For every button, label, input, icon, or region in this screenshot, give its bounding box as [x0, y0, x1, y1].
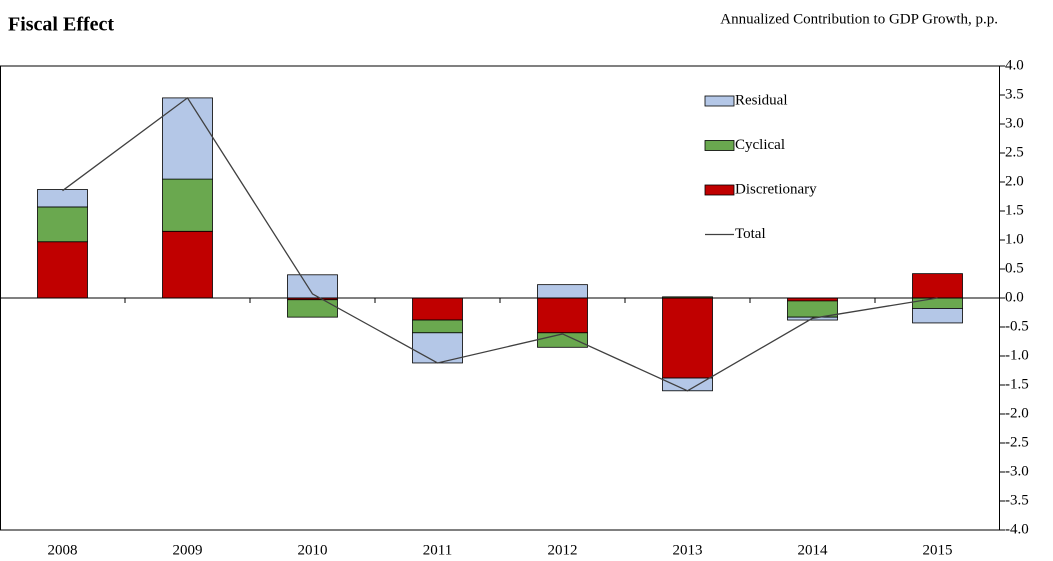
x-tick-label: 2011 [423, 542, 452, 558]
y-tick-label: 2.0 [1005, 173, 1024, 189]
bar-segment [37, 206, 88, 243]
y-tick-label: 0.0 [1005, 289, 1024, 305]
bar-segment [662, 297, 713, 379]
bar-segment [162, 230, 213, 299]
x-tick-label: 2013 [673, 542, 703, 558]
y-tick-label: -4.0 [1005, 521, 1029, 537]
bar-segment [912, 297, 963, 309]
y-tick-label: 3.5 [1005, 86, 1024, 102]
legend-label: Total [735, 226, 766, 242]
bar-segment [162, 97, 213, 180]
y-tick-label: -0.5 [1005, 318, 1029, 334]
x-tick-label: 2009 [173, 542, 203, 558]
total-line [62, 96, 938, 392]
legend-label: Cyclical [735, 137, 785, 153]
bar-segment [537, 284, 588, 299]
y-tick-label: 0.5 [1005, 260, 1024, 276]
y-tick-label: 1.0 [1005, 231, 1024, 247]
y-tick-label: -3.0 [1005, 463, 1029, 479]
y-tick-label: 2.5 [1005, 144, 1024, 160]
bar-segment [412, 297, 463, 321]
bar-segment [37, 241, 88, 299]
bar-segment [787, 300, 838, 318]
bar-segment [162, 178, 213, 232]
y-tick-label: -1.5 [1005, 376, 1029, 392]
y-tick-label: -2.5 [1005, 434, 1029, 450]
y-tick-label: -1.0 [1005, 347, 1029, 363]
legend-label: Discretionary [735, 181, 817, 197]
bar-segment [412, 332, 463, 364]
bar-segment [537, 332, 588, 348]
legend-swatch [704, 184, 735, 196]
bar-segment [287, 299, 338, 318]
y-tick-label: 3.0 [1005, 115, 1024, 131]
x-tick-label: 2008 [48, 542, 78, 558]
x-tick-label: 2014 [798, 542, 829, 558]
y-tick-label: 1.5 [1005, 202, 1024, 218]
bar-segment [37, 189, 88, 208]
bar-segment [537, 297, 588, 334]
bar-segment [912, 273, 963, 299]
bar-segment [912, 308, 963, 324]
x-tick-label: 2012 [548, 542, 578, 558]
y-tick-label: -2.0 [1005, 405, 1029, 421]
legend-label: Residual [735, 92, 788, 108]
legend-swatch [704, 95, 735, 107]
y-tick-label: 4.0 [1005, 57, 1024, 73]
chart-subtitle: Annualized Contribution to GDP Growth, p… [720, 11, 998, 27]
y-tick-label: -3.5 [1005, 492, 1029, 508]
x-tick-label: 2010 [298, 542, 328, 558]
legend-swatch [704, 140, 735, 151]
bar-segment [412, 319, 463, 334]
chart-title: Fiscal Effect [8, 14, 114, 36]
x-tick-label: 2015 [923, 542, 953, 558]
